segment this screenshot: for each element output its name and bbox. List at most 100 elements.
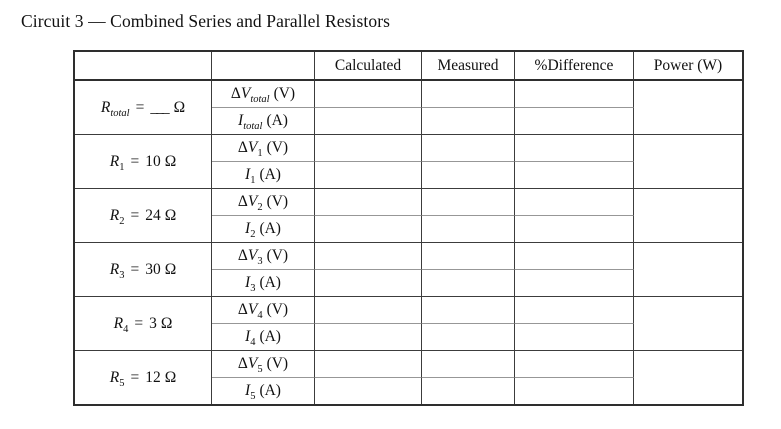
ohm-unit: Ω [164, 260, 177, 278]
difference-cell [515, 351, 634, 378]
quantity-label-cell: ΔV5 (V) [212, 351, 315, 378]
quantity-subscript: 5 [250, 391, 256, 403]
measured-cell [422, 243, 515, 270]
power-cell [634, 351, 742, 404]
ohm-unit: Ω [173, 98, 186, 116]
quantity-subscript: 2 [250, 229, 256, 241]
measured-cell [422, 378, 515, 404]
resistance-value: 30 [145, 260, 161, 278]
quantity-unit: (V) [266, 193, 289, 210]
quantity-symbol: V [247, 139, 258, 156]
quantity-label-cell: Itotal (A) [212, 108, 315, 135]
header-difference: %Difference [515, 52, 634, 81]
resistor-label-cell: R3 = 30 Ω [75, 243, 212, 297]
difference-cell [515, 243, 634, 270]
calculated-cell [315, 297, 422, 324]
power-cell [634, 135, 742, 189]
measured-cell [422, 81, 515, 108]
calculated-cell [315, 270, 422, 297]
power-cell [634, 297, 742, 351]
quantity-unit: (A) [259, 382, 281, 399]
quantity-symbol: I [245, 166, 251, 183]
difference-cell [515, 216, 634, 243]
quantity-unit: (V) [273, 85, 296, 102]
blank-value: ___ [150, 98, 169, 116]
header-measured: Measured [422, 52, 515, 81]
resistor-label-cell: R5 = 12 Ω [75, 351, 212, 404]
quantity-label-cell: I5 (A) [212, 378, 315, 404]
quantity-label-cell: I3 (A) [212, 270, 315, 297]
equals-sign: = [135, 98, 145, 116]
resistor-symbol: R [100, 98, 111, 116]
resistor-subscript: 5 [119, 377, 125, 389]
difference-cell [515, 108, 634, 135]
quantity-unit: (V) [266, 355, 289, 372]
table-row: Itotal (A) [75, 108, 742, 135]
power-cell [634, 243, 742, 297]
resistor-symbol: R [113, 314, 124, 332]
quantity-label-cell: ΔVtotal (V) [212, 81, 315, 108]
quantity-symbol: I [245, 382, 251, 399]
table-row: Rtotal = ___ Ω ΔVtotal (V) [75, 81, 742, 135]
ohm-unit: Ω [164, 152, 177, 170]
table-row: R2 = 24 Ω ΔV2 (V) [75, 189, 742, 243]
quantity-unit: (A) [259, 220, 281, 237]
worksheet-table: Calculated Measured %Difference Power (W… [73, 50, 744, 406]
table-row: I2 (A) [75, 216, 742, 243]
header-calculated: Calculated [315, 52, 422, 81]
delta-prefix: Δ [237, 193, 248, 210]
header-power: Power (W) [634, 52, 742, 81]
calculated-cell [315, 81, 422, 108]
measured-cell [422, 351, 515, 378]
measured-cell [422, 135, 515, 162]
resistance-value: 12 [145, 368, 161, 386]
ohm-unit: Ω [160, 314, 173, 332]
resistor-symbol: R [109, 260, 120, 278]
resistance-value: 24 [145, 206, 161, 224]
calculated-cell [315, 243, 422, 270]
quantity-symbol: V [240, 85, 251, 102]
quantity-subscript: total [243, 121, 263, 133]
equals-sign: = [130, 152, 140, 170]
ohm-unit: Ω [164, 368, 177, 386]
measured-cell [422, 297, 515, 324]
header-row: Calculated Measured %Difference Power (W… [75, 52, 742, 81]
quantity-unit: (A) [259, 328, 281, 345]
resistor-symbol: R [109, 152, 120, 170]
quantity-symbol: I [245, 328, 251, 345]
quantity-subscript: 1 [250, 175, 256, 187]
calculated-cell [315, 324, 422, 351]
quantity-subscript: 4 [250, 337, 256, 349]
quantity-symbol: I [245, 274, 251, 291]
quantity-unit: (V) [266, 247, 289, 264]
measured-cell [422, 162, 515, 189]
quantity-symbol: V [247, 355, 258, 372]
calculated-cell [315, 108, 422, 135]
table-row: R1 = 10 Ω ΔV1 (V) [75, 135, 742, 189]
quantity-unit: (V) [266, 139, 289, 156]
table-row: I3 (A) [75, 270, 742, 297]
calculated-cell [315, 162, 422, 189]
table-row: R3 = 30 Ω ΔV3 (V) [75, 243, 742, 297]
page-title: Circuit 3 — Combined Series and Parallel… [21, 11, 391, 31]
resistor-subscript: 2 [119, 215, 125, 227]
delta-prefix: Δ [237, 139, 248, 156]
quantity-subscript: total [250, 94, 270, 106]
difference-cell [515, 162, 634, 189]
difference-cell [515, 135, 634, 162]
difference-cell [515, 297, 634, 324]
quantity-unit: (A) [259, 166, 281, 183]
measured-cell [422, 216, 515, 243]
delta-prefix: Δ [230, 85, 241, 102]
difference-cell [515, 189, 634, 216]
header-empty-resistor [75, 52, 212, 81]
table-row: I5 (A) [75, 378, 742, 404]
calculated-cell [315, 189, 422, 216]
resistor-label-cell: R2 = 24 Ω [75, 189, 212, 243]
quantity-subscript: 1 [257, 148, 263, 160]
quantity-label-cell: ΔV2 (V) [212, 189, 315, 216]
equals-sign: = [130, 368, 140, 386]
resistor-subscript: 1 [119, 161, 125, 173]
resistance-value: 10 [145, 152, 161, 170]
quantity-subscript: 2 [257, 202, 263, 214]
